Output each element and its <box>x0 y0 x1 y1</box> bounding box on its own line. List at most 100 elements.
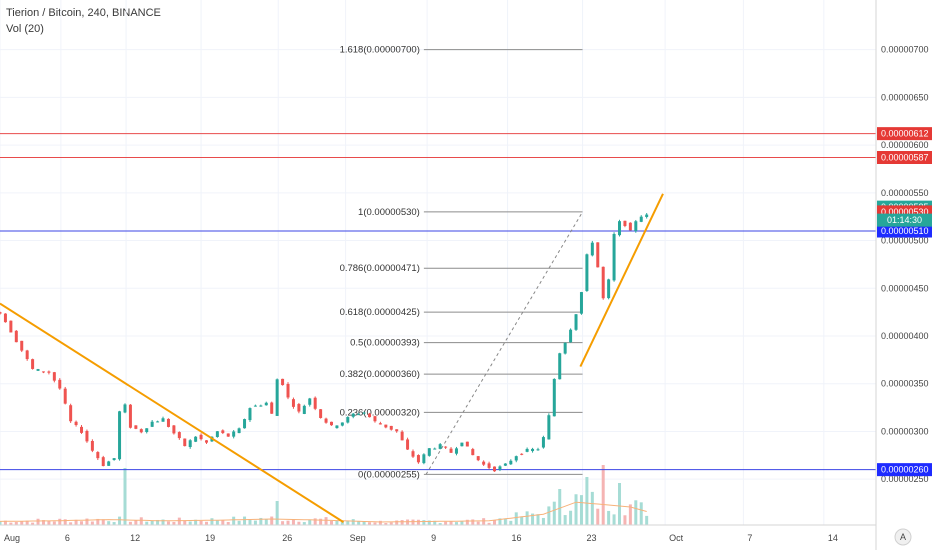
volume-bar <box>226 521 230 525</box>
candle-body <box>166 418 170 427</box>
volume-bar <box>166 521 170 525</box>
candle-body <box>612 233 616 281</box>
candle-body <box>585 254 589 291</box>
candle-body <box>346 417 350 423</box>
candle-body <box>36 369 40 371</box>
volume-bar <box>161 519 165 525</box>
volume-bar <box>3 520 7 525</box>
volume-bar <box>9 522 13 525</box>
candle-body <box>634 221 638 231</box>
volume-bar <box>639 502 643 525</box>
volume-indicator-label[interactable]: Vol (20) <box>6 23 44 35</box>
auto-scale-button <box>894 528 912 546</box>
volume-bar <box>645 515 649 525</box>
candle-body <box>96 452 100 459</box>
candle-body <box>536 449 540 451</box>
volume-bar <box>205 521 209 525</box>
candle-body <box>340 422 344 426</box>
candle-body <box>329 421 333 426</box>
volume-bar <box>634 500 638 525</box>
volume-bar <box>449 521 453 525</box>
candle-body <box>531 448 535 452</box>
price-axis-label: 0.00000250 <box>881 474 929 484</box>
volume-bar <box>264 519 268 525</box>
candle-body <box>335 425 339 429</box>
volume-bar <box>612 514 616 525</box>
volume-bar <box>20 521 24 525</box>
candle-body <box>107 461 111 466</box>
candle-body <box>253 405 257 407</box>
volume-bar <box>52 521 56 525</box>
volume-bar <box>444 521 448 525</box>
candle-body <box>3 313 7 323</box>
level-price-tag: 0.00000260 <box>881 465 929 475</box>
candle-body <box>286 383 290 398</box>
volume-bar <box>471 519 475 525</box>
candle-body <box>476 456 480 461</box>
volume-bar <box>547 506 551 525</box>
volume-bar <box>579 495 583 525</box>
volume-bar <box>324 517 328 525</box>
time-axis-label: 14 <box>828 533 838 543</box>
candle-body <box>118 411 122 460</box>
candle-body <box>590 242 594 256</box>
volume-bar <box>123 468 127 525</box>
volume-bar <box>514 512 518 525</box>
volume-bar <box>172 521 176 525</box>
volume-bar <box>601 465 605 525</box>
candle-body <box>503 463 507 466</box>
level-price-tag-bg <box>877 151 932 164</box>
current-price-tag: 0.00000530 <box>881 207 929 217</box>
candle-body <box>52 372 56 381</box>
candle-body <box>90 440 94 451</box>
volume-bar <box>291 519 295 525</box>
volume-bar <box>215 520 219 525</box>
candle-body <box>80 426 84 433</box>
candle-body <box>275 379 279 416</box>
candle-body <box>607 279 611 299</box>
volume-bar <box>351 519 355 525</box>
candle-body <box>498 466 502 470</box>
volume-bar <box>569 510 573 525</box>
volume-bar <box>585 477 589 525</box>
candle-body <box>465 441 469 447</box>
volume-bar <box>118 516 122 525</box>
volume-bar <box>482 518 486 525</box>
volume-bar <box>623 515 627 525</box>
volume-bar <box>574 494 578 525</box>
time-axis-label: 16 <box>512 533 522 543</box>
volume-bar <box>0 521 2 525</box>
candle-body <box>639 216 643 222</box>
candle-body <box>547 415 551 440</box>
volume-bar <box>384 522 388 525</box>
candle-body <box>237 428 241 434</box>
level-price-tag-bg <box>877 463 932 477</box>
volume-bar <box>145 521 149 525</box>
volume-bar <box>183 520 187 525</box>
volume-bar <box>248 519 252 525</box>
volume-bar <box>433 520 437 525</box>
candle-body <box>596 242 600 268</box>
candle-body <box>161 418 165 422</box>
price-axis-label: 0.00000350 <box>881 379 929 389</box>
candle-body <box>270 402 274 414</box>
volume-ma-line <box>0 501 647 523</box>
candle-body <box>47 371 51 373</box>
candle-body <box>433 448 437 450</box>
candle-body <box>411 451 415 457</box>
candle-body <box>482 461 486 465</box>
volume-bar <box>243 516 247 525</box>
volume-bar <box>552 501 556 525</box>
volume-bar <box>607 510 611 525</box>
candle-body <box>145 428 149 433</box>
price-axis-label: 0.00000700 <box>881 45 929 55</box>
countdown-label: 01:14:30 <box>887 215 922 225</box>
volume-bar <box>36 518 40 525</box>
level-price-tag-bg <box>877 224 932 238</box>
price-axis-label: 0.00000550 <box>881 188 929 198</box>
time-axis-label: 12 <box>130 533 140 543</box>
volume-bar <box>378 520 382 525</box>
candle-body <box>324 418 328 423</box>
volume-bar <box>558 489 562 525</box>
